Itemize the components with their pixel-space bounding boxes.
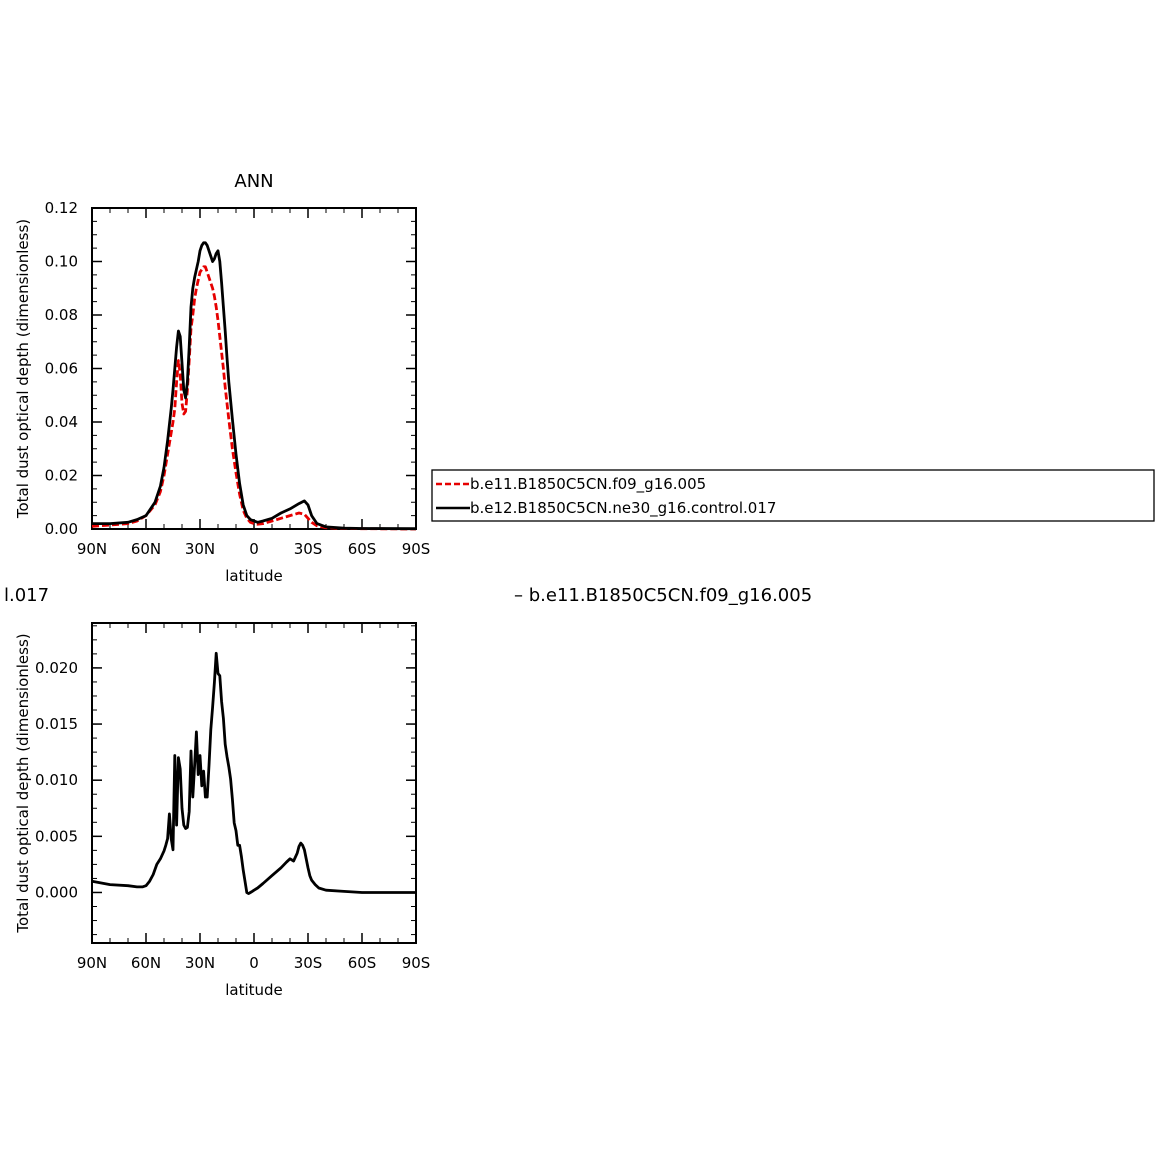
series-line-2 [92,241,417,531]
y-tick-label: 0.08 [45,306,78,324]
y-tick-label: 0.00 [45,520,78,538]
y-axis-label: Total dust optical depth (dimensionless) [14,219,32,519]
y-tick-label: 0.02 [45,467,78,485]
y-tick-label: 0.005 [35,827,78,845]
y-tick-label: 0.000 [35,883,78,901]
x-tick-label: 90S [402,954,431,972]
y-tick-label: 0.06 [45,360,78,378]
x-tick-label: 30N [185,540,215,558]
x-tick-label: 0 [249,540,259,558]
y-tick-label: 0.12 [45,199,78,217]
y-tick-label: 0.020 [35,659,78,677]
x-tick-label: 60S [348,540,377,558]
zonal-mean-panel: 90N 60N 30N 0 30S 60S 90S 0.00 0.02 0.04 0.06 0.08 0… [14,171,430,585]
x-tick-label: 30S [294,954,323,972]
legend-label-2: b.e12.B1850C5CN.ne30_g16.control.017 [470,499,776,518]
difference-panel: 90N 60N 30N 0 30S 60S 90S 0.000 0.005 0.010 0.015 0… [14,622,431,999]
plot-frame [91,207,417,530]
x-tick-label: 60N [131,540,161,558]
y-tick-label: 0.010 [35,771,78,789]
plot-frame [91,622,417,944]
x-tick-label: 30S [294,540,323,558]
legend: b.e11.B1850C5CN.f09_g16.005 b.e12.B1850C… [431,469,1155,522]
x-tick-label: 90N [77,954,107,972]
x-tick-label: 60N [131,954,161,972]
series-line-1 [91,265,417,531]
x-tick-label: 90S [402,540,431,558]
series-line-1 [91,651,416,895]
y-axis-label: Total dust optical depth (dimensionless) [14,633,32,933]
x-tick-label: 0 [249,954,259,972]
y-tick-label: 0.015 [35,715,78,733]
x-axis-label: latitude [225,981,283,999]
x-tick-label: 60S [348,954,377,972]
x-tick-label: 90N [77,540,107,558]
y-tick-label: 0.04 [45,413,78,431]
legend-box [431,469,1155,522]
difference-title-right: – b.e11.B1850C5CN.f09_g16.005 [514,585,812,606]
difference-title-left: l.017 [4,585,49,606]
y-tick-label: 0.10 [45,253,78,271]
x-axis-label: latitude [225,567,283,585]
x-tick-label: 30N [185,954,215,972]
chart-title: ANN [234,171,273,192]
legend-label-1: b.e11.B1850C5CN.f09_g16.005 [470,475,706,494]
